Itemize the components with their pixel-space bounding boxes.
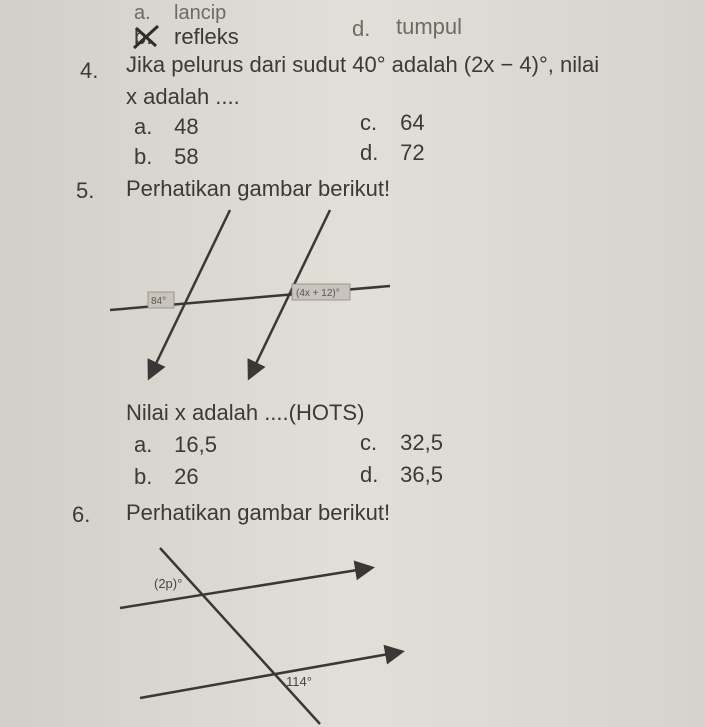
- q4-option-a: a. 48: [134, 114, 199, 140]
- q4-option-c-value: 64: [400, 110, 424, 135]
- q4-option-b-letter: b.: [134, 144, 168, 170]
- q5-prompt: Nilai x adalah ....(HOTS): [126, 400, 364, 426]
- q4-option-d: d. 72: [360, 140, 425, 166]
- q4-option-c: c. 64: [360, 110, 425, 136]
- q6-number: 6.: [72, 502, 90, 528]
- q4-option-b-value: 58: [174, 144, 198, 169]
- prev-option-d-text: tumpul: [396, 14, 462, 40]
- q6-text: Perhatikan gambar berikut!: [126, 500, 390, 526]
- q4-option-b: b. 58: [134, 144, 199, 170]
- q5-right-angle-label: (4x + 12)°: [296, 288, 340, 299]
- q5-option-d-letter: d.: [360, 462, 394, 488]
- q5-option-b: b. 26: [134, 464, 199, 490]
- q5-left-angle-label: 84°: [151, 296, 166, 307]
- q4-option-a-letter: a.: [134, 114, 168, 140]
- q4-option-d-letter: d.: [360, 140, 394, 166]
- prev-option-a-text: lancip: [174, 2, 226, 25]
- q6-top-angle-label: (2p)°: [154, 576, 182, 591]
- q5-option-d: d. 36,5: [360, 462, 443, 488]
- q5-option-c-letter: c.: [360, 430, 394, 456]
- q5-option-c: c. 32,5: [360, 430, 443, 456]
- q5-text: Perhatikan gambar berikut!: [126, 176, 390, 202]
- q4-option-c-letter: c.: [360, 110, 394, 136]
- q6-figure: (2p)° 114°: [100, 528, 420, 727]
- q4-text-line2: x adalah ....: [126, 84, 240, 110]
- q5-option-a-letter: a.: [134, 432, 168, 458]
- q5-option-a: a. 16,5: [134, 432, 217, 458]
- q5-option-a-value: 16,5: [174, 432, 217, 457]
- q5-option-b-letter: b.: [134, 464, 168, 490]
- q4-option-a-value: 48: [174, 114, 198, 139]
- q6-bottom-angle-label: 114°: [286, 674, 312, 689]
- q4-text-line1: Jika pelurus dari sudut 40° adalah (2x −…: [126, 52, 599, 78]
- q5-option-c-value: 32,5: [400, 430, 443, 455]
- q5-figure: 84° (4x + 12)°: [90, 200, 410, 390]
- q5-option-b-value: 26: [174, 464, 198, 489]
- q5-option-d-value: 36,5: [400, 462, 443, 487]
- q4-option-d-value: 72: [400, 140, 424, 165]
- prev-option-d-letter: d.: [352, 16, 370, 42]
- worksheet-page: a. lancip b. refleks d. tumpul 4. Jika p…: [0, 0, 705, 727]
- q4-number: 4.: [80, 58, 98, 84]
- prev-option-b-text: refleks: [174, 24, 239, 50]
- strike-mark-icon: [130, 22, 164, 52]
